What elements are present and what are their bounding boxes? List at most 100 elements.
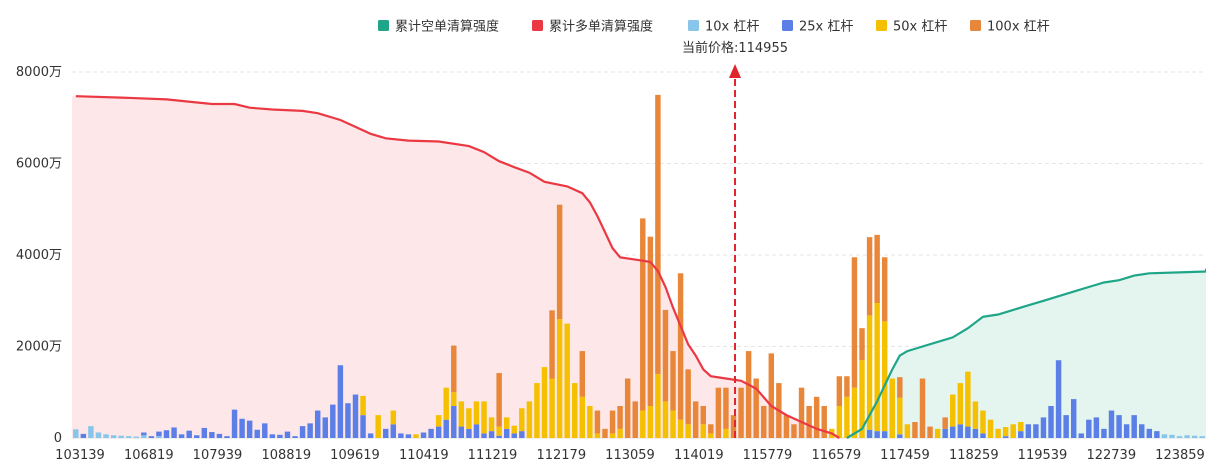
liquidation-bar xyxy=(458,401,465,427)
legend-item[interactable]: 50x 杠杆 xyxy=(876,19,947,35)
liquidation-bar xyxy=(624,378,631,438)
liquidation-bar xyxy=(201,427,208,438)
liquidation-bar xyxy=(738,387,744,438)
liquidation-bar xyxy=(692,401,699,438)
liquidation-bar xyxy=(972,428,979,438)
liquidation-bar xyxy=(617,428,623,438)
liquidation-bar xyxy=(413,434,419,438)
liquidation-bar xyxy=(209,432,215,438)
liquidation-bar xyxy=(897,397,903,435)
liquidation-bar xyxy=(1025,424,1032,438)
liquidation-bar xyxy=(1191,435,1198,438)
liquidation-bar xyxy=(526,401,533,438)
liquidation-bar xyxy=(549,378,555,438)
liquidation-bar xyxy=(1108,410,1115,438)
bars xyxy=(73,94,1205,439)
legend-item[interactable]: 累计空单清算强度 xyxy=(378,19,499,35)
liquidation-bar xyxy=(980,410,986,434)
y-tick-label: 0 xyxy=(54,431,62,446)
liquidation-bar xyxy=(579,396,586,438)
x-tick-label: 122739 xyxy=(1086,448,1136,463)
liquidation-bar xyxy=(753,378,759,438)
y-tick-label: 4000万 xyxy=(16,248,62,263)
liquidation-bar xyxy=(919,378,926,438)
legend-swatch xyxy=(532,20,543,31)
liquidation-bar xyxy=(178,434,185,438)
liquidation-bar xyxy=(171,427,177,438)
liquidation-bar xyxy=(677,273,684,420)
liquidation-bar xyxy=(118,435,124,438)
liquidation-bar xyxy=(390,424,397,438)
liquidation-bar xyxy=(564,323,570,439)
liquidation-bar xyxy=(231,409,238,438)
liquidation-bar xyxy=(572,383,578,438)
liquidation-bar xyxy=(133,436,139,438)
liquidation-bar xyxy=(443,419,449,438)
liquidation-bar xyxy=(194,435,200,438)
liquidation-bar xyxy=(352,394,359,438)
liquidation-bar xyxy=(473,401,480,425)
liquidation-bar xyxy=(897,434,903,438)
liquidation-bar xyxy=(254,429,260,438)
liquidation-bar xyxy=(534,383,540,438)
liquidation-bar xyxy=(866,237,873,316)
liquidation-bar xyxy=(1055,360,1062,438)
x-tick-label: 116579 xyxy=(811,448,861,463)
liquidation-bar xyxy=(670,410,676,438)
liquidation-bar xyxy=(957,383,964,425)
liquidation-bar xyxy=(881,321,888,432)
liquidation-bar xyxy=(844,376,850,397)
liquidation-bar xyxy=(503,428,510,438)
liquidation-bar xyxy=(322,417,328,438)
liquidation-bar xyxy=(156,436,162,438)
legend: 累计空单清算强度 累计多单清算强度 10x 杠杆 25x 杠杆 50x 杠杆 100x 杠… xyxy=(378,19,1050,35)
liquidation-bar xyxy=(1070,399,1077,438)
liquidation-bar xyxy=(435,415,442,427)
liquidation-bar xyxy=(360,395,366,416)
liquidation-bar xyxy=(481,401,487,434)
liquidation-bar xyxy=(1101,428,1107,438)
legend-item[interactable]: 100x 杠杆 xyxy=(970,19,1050,35)
liquidation-bar xyxy=(519,408,525,432)
liquidation-bar xyxy=(662,401,669,438)
liquidation-bar xyxy=(390,410,397,425)
liquidation-bar xyxy=(443,387,449,420)
liquidation-bar xyxy=(549,310,555,379)
x-tick-label: 106819 xyxy=(124,448,174,463)
liquidation-bar xyxy=(383,428,389,438)
current-price-arrow xyxy=(729,64,742,78)
liquidation-bar xyxy=(1116,415,1122,439)
liquidation-bar xyxy=(685,369,691,425)
y-axis-labels: 0 2000万 4000万 6000万 8000万 xyxy=(16,65,62,446)
legend-label: 25x 杠杆 xyxy=(799,19,853,35)
legend-item[interactable]: 累计多单清算强度 xyxy=(532,19,653,35)
liquidation-bar xyxy=(730,415,737,439)
liquidation-bar xyxy=(972,401,979,429)
liquidation-bar xyxy=(579,351,586,397)
legend-item[interactable]: 25x 杠杆 xyxy=(782,19,853,35)
liquidation-bar xyxy=(398,433,404,438)
liquidation-bar xyxy=(73,429,79,438)
liquidation-bar xyxy=(284,431,291,438)
liquidation-bar xyxy=(503,417,510,429)
liquidation-bar xyxy=(791,424,797,438)
liquidation-bar xyxy=(277,434,283,438)
liquidation-bar xyxy=(1048,405,1054,438)
liquidation-bar xyxy=(428,428,434,438)
liquidation-bar xyxy=(246,420,253,438)
liquidation-bar xyxy=(1002,427,1009,437)
liquidation-bar xyxy=(723,428,729,438)
legend-item[interactable]: 10x 杠杆 xyxy=(688,19,759,35)
liquidation-bar xyxy=(103,434,109,438)
liquidation-bar xyxy=(239,418,245,438)
liquidation-bar xyxy=(367,433,374,438)
liquidation-bar xyxy=(466,408,472,429)
liquidation-bar xyxy=(1123,424,1130,438)
liquidation-bar xyxy=(375,415,381,439)
liquidation-bar xyxy=(836,405,843,438)
liquidation-bar xyxy=(1146,428,1153,438)
liquidation-bar xyxy=(783,415,790,439)
liquidation-bar xyxy=(216,433,223,438)
liquidation-bar xyxy=(866,429,873,438)
